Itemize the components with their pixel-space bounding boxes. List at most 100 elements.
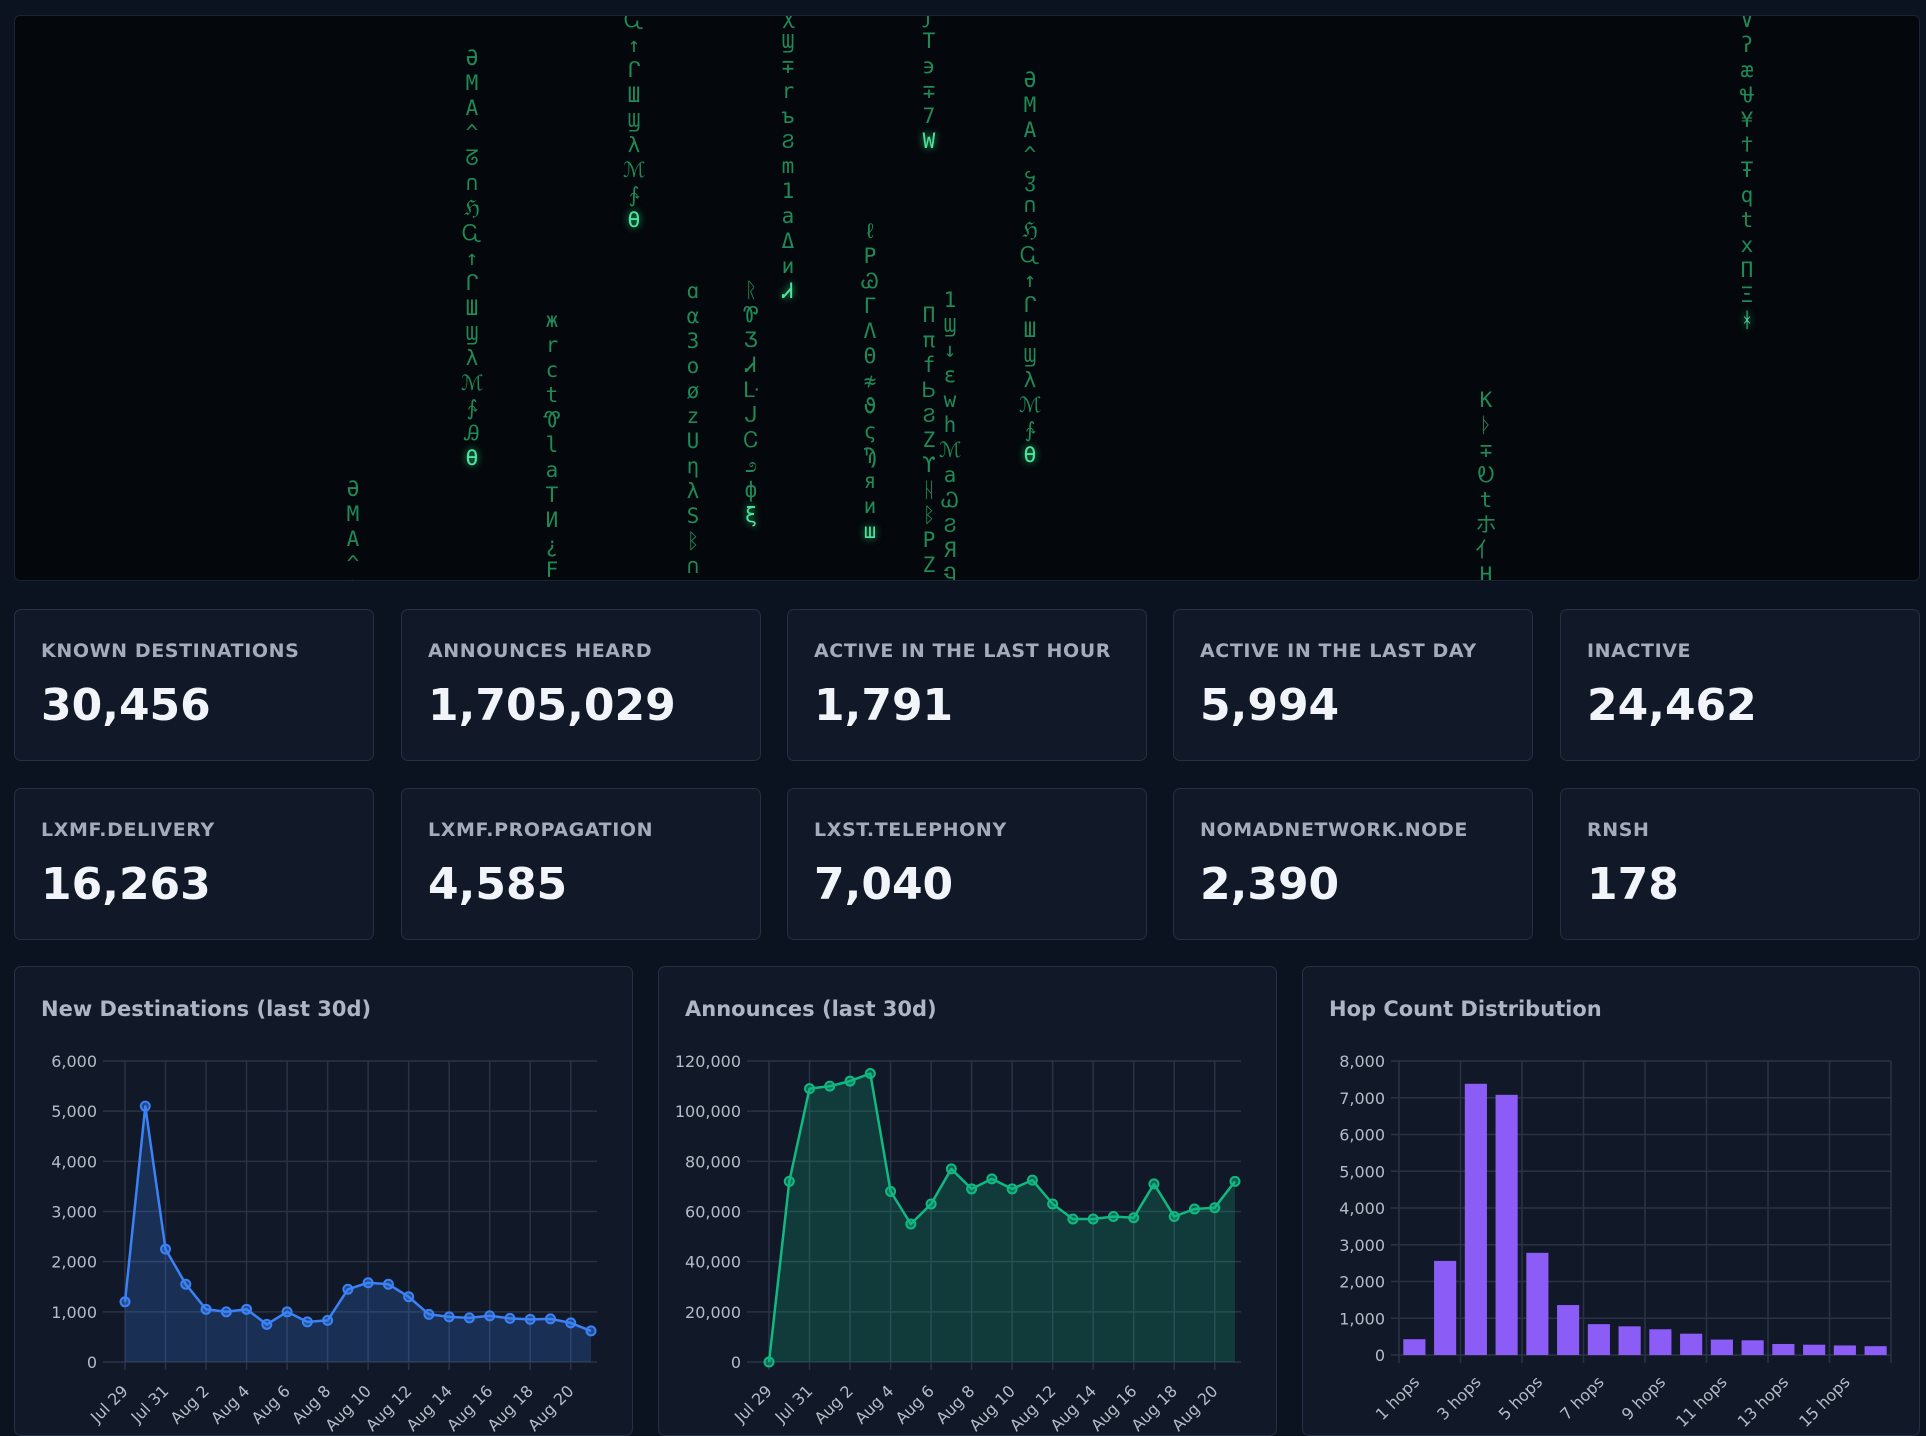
x-tick-label: 13 hops <box>1734 1372 1793 1431</box>
y-tick-label: 2,000 <box>51 1253 97 1272</box>
data-point <box>382 1278 394 1290</box>
matrix-glyph: ^ <box>465 121 479 145</box>
matrix-glyph: ε <box>943 363 957 387</box>
y-tick-label: 100,000 <box>675 1102 741 1121</box>
bar <box>1803 1344 1826 1355</box>
matrix-glyph: T <box>545 483 559 507</box>
data-point <box>885 1185 897 1197</box>
bar <box>1772 1343 1795 1355</box>
stat-value: 1,791 <box>814 680 954 731</box>
data-point <box>763 1356 775 1368</box>
matrix-glyph: Ꮗ <box>941 488 959 512</box>
matrix-glyph: Ꮹ <box>461 221 483 245</box>
matrix-glyph: ∨ <box>1740 15 1754 32</box>
bar <box>1526 1252 1549 1355</box>
matrix-glyph: ↑ <box>1023 268 1037 292</box>
matrix-glyph: Ϣ <box>1023 343 1037 367</box>
hop-count-chart-card: Hop Count Distribution 0 1,000 2,000 3,000 4… <box>1302 966 1920 1436</box>
data-point <box>261 1318 273 1330</box>
matrix-glyph: Ә <box>465 46 479 70</box>
stat-label: INACTIVE <box>1587 640 1692 662</box>
matrix-glyph: ϒ <box>922 453 936 477</box>
x-tick-label: Aug 4 <box>851 1381 897 1427</box>
matrix-glyph: ᘔ <box>465 146 479 170</box>
bar <box>1710 1339 1733 1355</box>
matrix-glyph: Ꮱ <box>543 408 561 432</box>
y-tick-label: 0 <box>87 1353 97 1372</box>
matrix-glyph: ホ <box>1475 513 1497 537</box>
stat-value: 5,994 <box>1200 680 1340 731</box>
matrix-glyph: P <box>863 244 877 268</box>
matrix-glyph: ᒋ <box>627 58 641 82</box>
data-point <box>504 1312 516 1324</box>
matrix-glyph: ᛒ <box>686 529 700 553</box>
stat-label: ACTIVE IN THE LAST DAY <box>1200 640 1477 662</box>
x-tick-label: 15 hops <box>1795 1372 1854 1431</box>
matrix-glyph: ∩ <box>1023 193 1037 217</box>
stat-card-lxst-telephony: LXST.TELEPHONY 7,040 <box>787 788 1147 940</box>
matrix-glyph: A <box>346 527 360 551</box>
stat-value: 16,263 <box>41 859 211 910</box>
matrix-glyph: ϶ <box>922 54 936 78</box>
data-point <box>544 1313 556 1325</box>
matrix-glyph: ^ <box>346 552 360 576</box>
y-tick-label: 3,000 <box>1339 1236 1385 1255</box>
matrix-glyph: λ <box>465 346 479 370</box>
data-point <box>484 1310 496 1322</box>
matrix-glyph: ∓ <box>1479 438 1493 462</box>
matrix-glyph: Ѳ <box>465 446 479 470</box>
stat-card-announces-heard: ANNOUNCES HEARD 1,705,029 <box>401 609 761 761</box>
matrix-glyph-column: ӘMA^ჴ <box>342 477 364 580</box>
data-point <box>524 1313 536 1325</box>
y-tick-label: 3,000 <box>51 1203 97 1222</box>
matrix-glyph: H <box>1479 563 1493 581</box>
matrix-glyph: l <box>545 433 559 457</box>
matrix-glyph-column: ϝ T ϶ ∓ 7 W <box>918 16 940 154</box>
matrix-glyph: Ϩ <box>781 129 795 153</box>
y-tick-label: 2,000 <box>1339 1273 1385 1292</box>
matrix-rain-banner: ӘMA^ჴӘMA^ᘔ∩ℌᏩ↑ᒋШϢλℳ∱ᎯѲжrctᏡlaTИ¿FᏩ↑ᒋШϢλℳ… <box>14 15 1920 581</box>
matrix-glyph: и <box>863 494 877 518</box>
data-point <box>1229 1175 1241 1187</box>
matrix-glyph: ∱ <box>466 396 478 420</box>
matrix-glyph: α <box>686 304 700 328</box>
stat-value: 24,462 <box>1587 680 1757 731</box>
announces-chart-card: Announces (last 30d) 0 20,000 40,000 60,000… <box>658 966 1277 1436</box>
stat-label: LXMF.DELIVERY <box>41 819 215 841</box>
series-area <box>769 1073 1235 1362</box>
bar <box>1680 1333 1703 1355</box>
x-tick-label: Aug 2 <box>811 1381 857 1427</box>
y-tick-label: 60,000 <box>685 1203 741 1222</box>
data-point <box>463 1312 475 1324</box>
data-point <box>925 1198 937 1210</box>
stat-card-rnsh: RNSH 178 <box>1560 788 1920 940</box>
matrix-glyph: o <box>686 354 700 378</box>
y-tick-label: 6,000 <box>51 1052 97 1071</box>
hop-count-bar-chart: 0 1,000 2,000 3,000 4,000 5,000 6,000 7,000 8,00… <box>1339 1052 1892 1431</box>
bar <box>1649 1329 1672 1355</box>
matrix-glyph: Z <box>922 553 936 577</box>
matrix-glyph: w <box>943 388 957 412</box>
matrix-glyph: ¥ <box>1740 108 1754 132</box>
y-tick-label: 0 <box>731 1353 741 1372</box>
matrix-glyph: S <box>686 504 700 528</box>
data-point <box>362 1277 374 1289</box>
data-point <box>281 1306 293 1318</box>
matrix-glyph: ᚱ <box>744 278 758 302</box>
matrix-glyph: Ә <box>346 477 360 501</box>
matrix-glyph: λ <box>1023 368 1037 392</box>
data-point <box>986 1173 998 1185</box>
matrix-glyph: x <box>1740 233 1754 257</box>
data-point <box>403 1291 415 1303</box>
x-tick-label: 9 hops <box>1618 1372 1669 1423</box>
matrix-glyph: Ꮰ <box>1739 83 1755 107</box>
matrix-glyph: Ꮹ <box>623 15 645 32</box>
matrix-glyph: A <box>1023 118 1037 142</box>
matrix-glyph: æ <box>1740 58 1754 82</box>
bar <box>1864 1346 1887 1355</box>
matrix-glyph: ш <box>863 519 877 543</box>
matrix-glyph: ∱ <box>1024 418 1036 442</box>
matrix-glyph: ᚺ <box>922 478 936 502</box>
matrix-glyph: ¿ <box>545 533 559 557</box>
